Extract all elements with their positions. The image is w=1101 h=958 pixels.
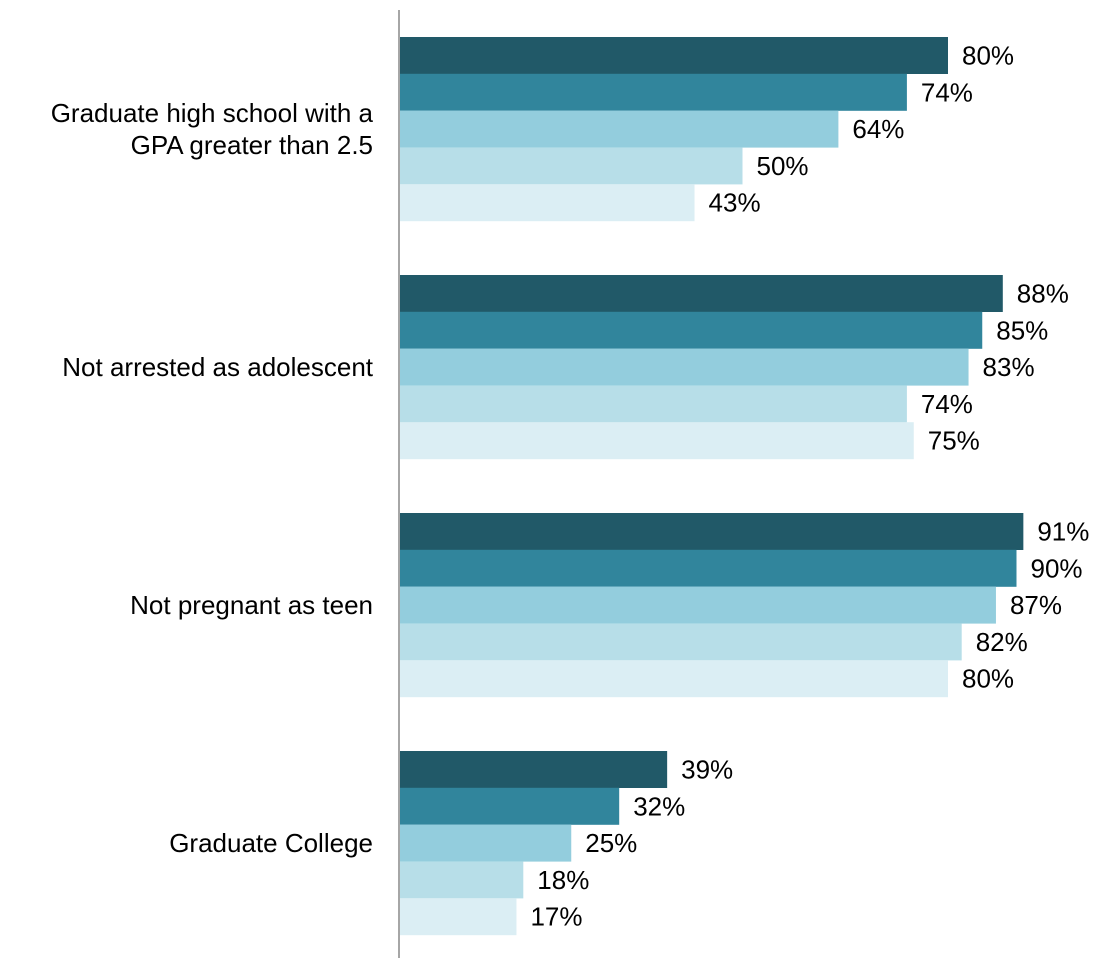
- bar: [400, 623, 962, 661]
- data-label: 50%: [757, 151, 809, 181]
- bar: [400, 110, 839, 148]
- bar: [400, 787, 620, 825]
- bar-group: [400, 751, 668, 936]
- data-label: 64%: [852, 114, 904, 144]
- category-label-line: Graduate College: [169, 828, 373, 858]
- bar: [400, 275, 1003, 312]
- bar-group: [400, 275, 1003, 460]
- bar: [400, 549, 1017, 587]
- data-label: 87%: [1010, 590, 1062, 620]
- data-label: 32%: [633, 791, 685, 821]
- bar: [400, 586, 996, 624]
- category-label-line: Not pregnant as teen: [130, 590, 373, 620]
- bar: [400, 513, 1024, 550]
- bars-layer: [400, 37, 1024, 936]
- bar: [400, 660, 948, 698]
- data-label: 43%: [709, 188, 761, 218]
- bar: [400, 37, 948, 74]
- bar-group: [400, 513, 1024, 698]
- category-label-line: Graduate high school with a: [51, 98, 374, 128]
- data-label: 91%: [1037, 517, 1089, 547]
- category-label: Graduate high school with a GPA greater t…: [51, 98, 374, 160]
- bar: [400, 147, 743, 185]
- bar: [400, 184, 695, 222]
- bar: [400, 422, 914, 460]
- category-label-line: Not arrested as adolescent: [62, 352, 374, 382]
- bar-group: [400, 37, 948, 222]
- bar: [400, 311, 983, 349]
- data-label: 17%: [530, 902, 582, 932]
- bar: [400, 898, 517, 936]
- labels-layer: 80% 74% 64% 50% 43% Graduate high school with…: [51, 41, 1090, 932]
- bar: [400, 73, 907, 111]
- category-label-line: GPA greater than 2.5: [131, 130, 373, 160]
- data-label: 82%: [976, 627, 1028, 657]
- data-label: 39%: [681, 755, 733, 785]
- category-label: Not arrested as adolescent: [62, 352, 374, 382]
- bar: [400, 385, 907, 423]
- data-label: 18%: [537, 865, 589, 895]
- data-label: 85%: [996, 315, 1048, 345]
- data-label: 80%: [962, 664, 1014, 694]
- data-label: 88%: [1017, 279, 1069, 309]
- data-label: 75%: [928, 426, 980, 456]
- bar: [400, 751, 668, 788]
- bar: [400, 348, 969, 386]
- data-label: 25%: [585, 828, 637, 858]
- data-label: 83%: [983, 352, 1035, 382]
- category-label: Not pregnant as teen: [130, 590, 373, 620]
- data-label: 80%: [962, 41, 1014, 71]
- data-label: 90%: [1031, 553, 1083, 583]
- category-label: Graduate College: [169, 828, 373, 858]
- data-label: 74%: [921, 77, 973, 107]
- bar: [400, 824, 572, 862]
- bar: [400, 861, 524, 899]
- data-label: 74%: [921, 389, 973, 419]
